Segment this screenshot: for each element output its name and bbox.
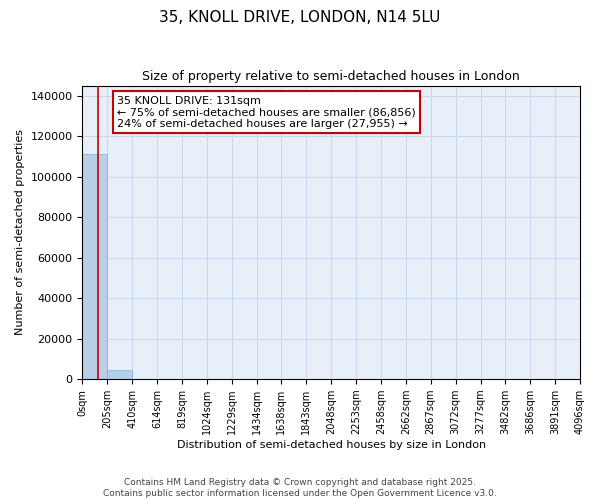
Text: Contains HM Land Registry data © Crown copyright and database right 2025.
Contai: Contains HM Land Registry data © Crown c… xyxy=(103,478,497,498)
Title: Size of property relative to semi-detached houses in London: Size of property relative to semi-detach… xyxy=(142,70,520,83)
Text: 35 KNOLL DRIVE: 131sqm
← 75% of semi-detached houses are smaller (86,856)
24% of: 35 KNOLL DRIVE: 131sqm ← 75% of semi-det… xyxy=(117,96,416,129)
Bar xyxy=(82,154,107,379)
Bar xyxy=(107,370,132,379)
Y-axis label: Number of semi-detached properties: Number of semi-detached properties xyxy=(15,130,25,336)
X-axis label: Distribution of semi-detached houses by size in London: Distribution of semi-detached houses by … xyxy=(176,440,486,450)
Text: 35, KNOLL DRIVE, LONDON, N14 5LU: 35, KNOLL DRIVE, LONDON, N14 5LU xyxy=(160,10,440,25)
